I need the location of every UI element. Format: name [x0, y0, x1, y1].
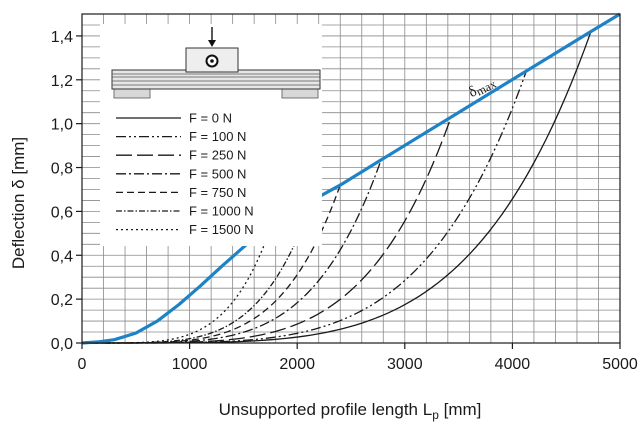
- inset-arrow-head: [208, 40, 216, 47]
- y-tick-label: 0,8: [51, 161, 73, 178]
- x-axis-label-sub: p: [432, 408, 439, 422]
- y-tick-label: 0,0: [51, 336, 73, 353]
- y-axis-label: Deflection δ [mm]: [9, 137, 28, 269]
- y-tick-label: 0,2: [51, 292, 73, 309]
- y-tick-label: 0,4: [51, 248, 73, 265]
- x-axis-label: Unsupported profile length Lp [mm]: [219, 400, 482, 422]
- x-axis-label-main: Unsupported profile length L: [219, 400, 433, 419]
- legend-label: F = 1000 N: [189, 204, 254, 219]
- x-tick-label: 2000: [279, 356, 315, 373]
- legend-label: F = 1500 N: [189, 222, 254, 237]
- legend-label: F = 750 N: [189, 185, 246, 200]
- inset-roller-center: [210, 59, 214, 63]
- legend-label: F = 100 N: [189, 129, 246, 144]
- y-tick-label: 0,6: [51, 204, 73, 221]
- plot-frame: [81, 13, 621, 344]
- x-tick-label: 5000: [602, 356, 638, 373]
- x-tick-label: 4000: [495, 356, 531, 373]
- axes: 0 1000 2000 3000 4000 5000 0,0 0,2 0,4 0,6 0,8 1,0 1…: [51, 13, 638, 373]
- legend-label: F = 500 N: [189, 166, 246, 181]
- x-tick-label: 1000: [172, 356, 208, 373]
- y-tick-label: 1,2: [51, 73, 73, 90]
- x-tick-label: 3000: [387, 356, 423, 373]
- profile-inset-drawing: [111, 27, 321, 99]
- inset-profile-rail: [111, 69, 321, 90]
- delta-max-line: [81, 12, 621, 345]
- legend-label: F = 250 N: [189, 148, 246, 163]
- x-axis-label-unit-text: [mm]: [444, 400, 482, 419]
- series-line: [82, 116, 452, 344]
- inset-support-right: [281, 88, 319, 99]
- x-tick-label: 0: [78, 356, 87, 373]
- inset-support-left: [113, 88, 151, 99]
- y-tick-label: 1,4: [51, 29, 73, 46]
- legend-label: F = 0 N: [189, 111, 232, 126]
- y-tick-label: 1,0: [51, 117, 73, 134]
